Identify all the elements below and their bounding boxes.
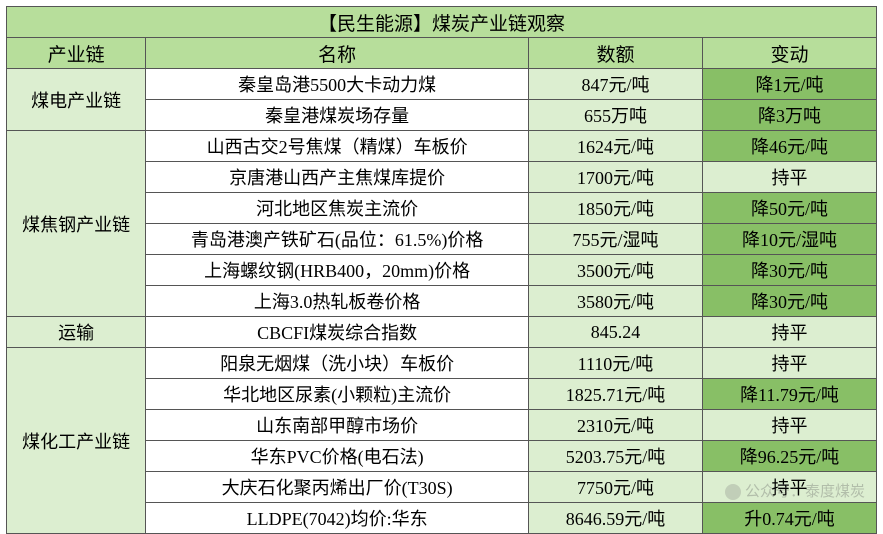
table-container: 【民生能源】煤炭产业链观察产业链名称数额变动煤电产业链秦皇岛港5500大卡动力煤… [0, 0, 883, 529]
item-value: 847元/吨 [528, 69, 702, 100]
item-name: 上海3.0热轧板卷价格 [146, 286, 529, 317]
item-name: 大庆石化聚丙烯出厂价(T30S) [146, 472, 529, 503]
item-change: 降10元/湿吨 [702, 224, 876, 255]
item-name: 秦皇岛港5500大卡动力煤 [146, 69, 529, 100]
table-row: 煤电产业链秦皇岛港5500大卡动力煤847元/吨降1元/吨 [7, 69, 877, 100]
table-title: 【民生能源】煤炭产业链观察 [7, 7, 877, 38]
group-label: 运输 [7, 317, 146, 348]
item-value: 1825.71元/吨 [528, 379, 702, 410]
item-change: 持平 [702, 348, 876, 379]
item-change: 降96.25元/吨 [702, 441, 876, 472]
item-name: 河北地区焦炭主流价 [146, 193, 529, 224]
item-name: 华东PVC价格(电石法) [146, 441, 529, 472]
item-change: 持平 [702, 410, 876, 441]
column-header: 名称 [146, 38, 529, 69]
item-value: 1700元/吨 [528, 162, 702, 193]
item-name: 山西古交2号焦煤（精煤）车板价 [146, 131, 529, 162]
item-change: 降11.79元/吨 [702, 379, 876, 410]
item-change: 降50元/吨 [702, 193, 876, 224]
item-value: 1624元/吨 [528, 131, 702, 162]
table-row: 煤焦钢产业链山西古交2号焦煤（精煤）车板价1624元/吨降46元/吨 [7, 131, 877, 162]
item-value: 845.24 [528, 317, 702, 348]
item-name: 秦皇港煤炭场存量 [146, 100, 529, 131]
item-value: 655万吨 [528, 100, 702, 131]
item-value: 755元/湿吨 [528, 224, 702, 255]
item-name: 山东南部甲醇市场价 [146, 410, 529, 441]
group-label: 煤化工产业链 [7, 348, 146, 534]
item-name: 上海螺纹钢(HRB400，20mm)价格 [146, 255, 529, 286]
item-change: 降30元/吨 [702, 286, 876, 317]
table-row: 煤化工产业链阳泉无烟煤（洗小块）车板价1110元/吨持平 [7, 348, 877, 379]
item-value: 7750元/吨 [528, 472, 702, 503]
item-change: 持平 [702, 162, 876, 193]
item-change: 持平 [702, 317, 876, 348]
item-name: 京唐港山西产主焦煤库提价 [146, 162, 529, 193]
coal-industry-table: 【民生能源】煤炭产业链观察产业链名称数额变动煤电产业链秦皇岛港5500大卡动力煤… [6, 6, 877, 534]
item-value: 5203.75元/吨 [528, 441, 702, 472]
item-change: 降1元/吨 [702, 69, 876, 100]
column-header: 数额 [528, 38, 702, 69]
item-value: 3500元/吨 [528, 255, 702, 286]
item-change: 降3万吨 [702, 100, 876, 131]
item-change: 持平 [702, 472, 876, 503]
item-change: 降46元/吨 [702, 131, 876, 162]
item-name: CBCFI煤炭综合指数 [146, 317, 529, 348]
column-header: 产业链 [7, 38, 146, 69]
column-header: 变动 [702, 38, 876, 69]
group-label: 煤电产业链 [7, 69, 146, 131]
item-change: 降30元/吨 [702, 255, 876, 286]
item-value: 1850元/吨 [528, 193, 702, 224]
item-value: 2310元/吨 [528, 410, 702, 441]
item-name: 青岛港澳产铁矿石(品位：61.5%)价格 [146, 224, 529, 255]
item-name: 阳泉无烟煤（洗小块）车板价 [146, 348, 529, 379]
item-value: 1110元/吨 [528, 348, 702, 379]
group-label: 煤焦钢产业链 [7, 131, 146, 317]
item-value: 3580元/吨 [528, 286, 702, 317]
table-row: 运输CBCFI煤炭综合指数845.24持平 [7, 317, 877, 348]
item-name: 华北地区尿素(小颗粒)主流价 [146, 379, 529, 410]
